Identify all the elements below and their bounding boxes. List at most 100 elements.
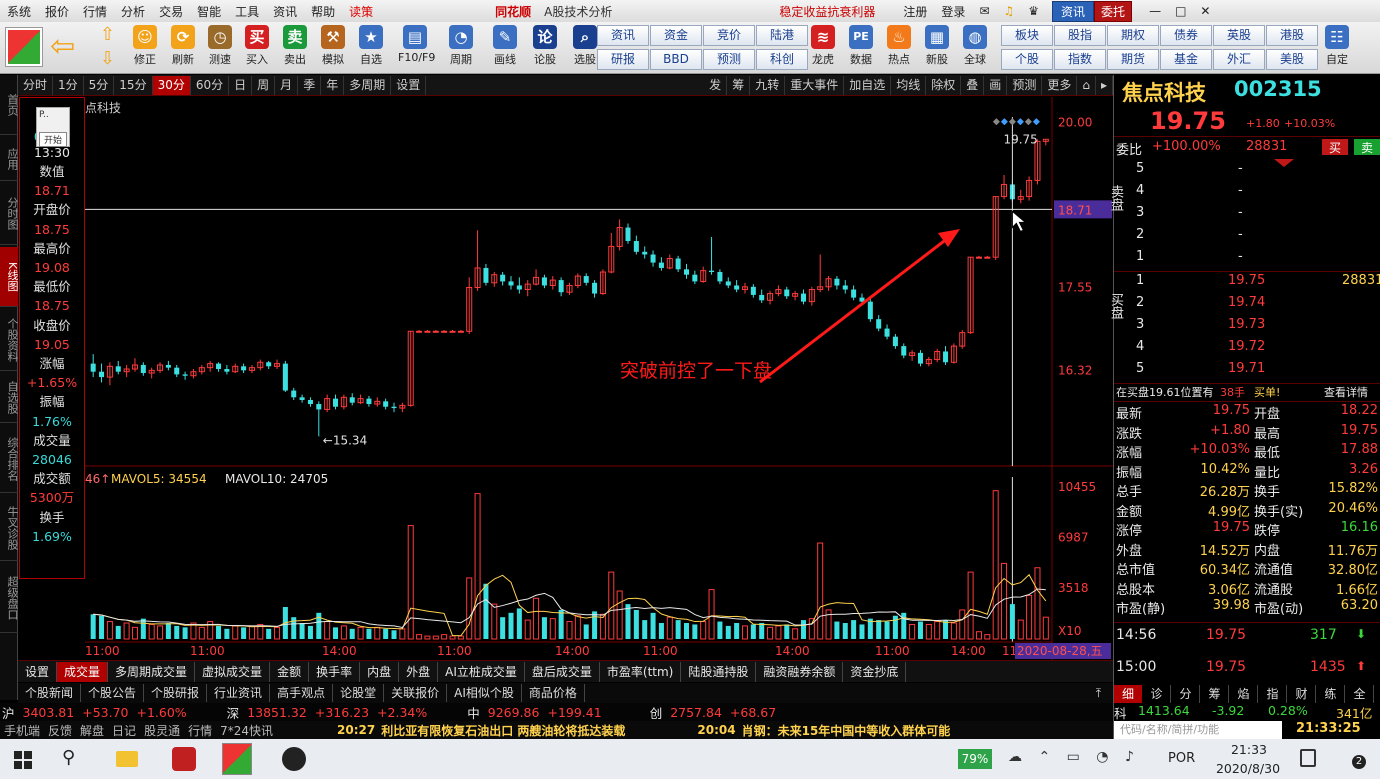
- register-link[interactable]: 注册: [903, 4, 928, 19]
- notification-icon[interactable]: [1300, 749, 1316, 767]
- collapse-arrow-icon[interactable]: ▸: [1096, 75, 1113, 95]
- menu-item-1[interactable]: 报价: [45, 4, 70, 19]
- news-tab-3[interactable]: 行业资讯: [207, 684, 271, 702]
- news-button[interactable]: 资讯: [1052, 0, 1095, 22]
- close-icon[interactable]: ✕: [1200, 4, 1211, 18]
- indicator-tab-3[interactable]: 虚拟成交量: [195, 661, 271, 682]
- toolbar-button-3[interactable]: 买买入: [240, 24, 274, 72]
- footer-link-0[interactable]: 手机端: [4, 723, 41, 738]
- chart-tool-tab-5[interactable]: 均线: [891, 75, 927, 95]
- index-name[interactable]: 中: [467, 705, 480, 721]
- indicator-tab-10[interactable]: 市盈率(ttm): [600, 661, 682, 682]
- detail-tab-3[interactable]: 筹: [1201, 685, 1229, 703]
- tonghuashun-app-icon[interactable]: [222, 743, 252, 775]
- chart-tool-tab-4[interactable]: 加自选: [844, 75, 892, 95]
- market-button-bottom-4[interactable]: 外汇: [1213, 49, 1265, 70]
- indicator-tab-1[interactable]: 成交量: [57, 661, 109, 682]
- left-nav-item-4[interactable]: 个股资料: [0, 309, 19, 371]
- chart-tool-tab-10[interactable]: 更多: [1042, 75, 1078, 95]
- news-tab-5[interactable]: 论股堂: [333, 684, 385, 702]
- chart-tool-tab-9[interactable]: 预测: [1007, 75, 1043, 95]
- quick-button-top-3[interactable]: 陆港: [756, 25, 808, 46]
- sell-button[interactable]: 卖: [1354, 139, 1380, 155]
- footer-link-6[interactable]: 7*24快讯: [220, 723, 273, 738]
- toolbar-button-1[interactable]: ⟳ 刷新: [166, 24, 200, 72]
- toolbar2-button-2[interactable]: ♨ 热点: [882, 24, 916, 72]
- period-tab-5[interactable]: 60分: [191, 75, 230, 95]
- quick-button-bottom-1[interactable]: BBD: [650, 49, 702, 70]
- menu-item-6[interactable]: 工具: [235, 4, 260, 19]
- toolbar-button-4[interactable]: 卖卖出: [278, 24, 312, 72]
- period-tab-1[interactable]: 1分: [53, 75, 84, 95]
- footer-link-2[interactable]: 解盘: [80, 723, 105, 738]
- footer-link-5[interactable]: 行情: [188, 723, 213, 738]
- news-tab-4[interactable]: 高手观点: [270, 684, 334, 702]
- search-icon[interactable]: ⚲: [62, 747, 76, 768]
- shirt-icon[interactable]: ♛: [1028, 4, 1040, 18]
- indicator-tab-0[interactable]: 设置: [18, 661, 58, 682]
- menu-item-8[interactable]: 帮助: [311, 4, 336, 19]
- menu-item-4[interactable]: 交易: [159, 4, 184, 19]
- toolbar-button-7[interactable]: ▤ F10/F9: [398, 24, 435, 72]
- toolbar-button-2[interactable]: ◷ 测速: [203, 24, 237, 72]
- toolbar2-button-3[interactable]: ▦ 新股: [920, 24, 954, 72]
- period-tab-2[interactable]: 5分: [84, 75, 115, 95]
- quick-button-bottom-3[interactable]: 科创: [756, 49, 808, 70]
- chart-tool-tab-0[interactable]: 发: [704, 75, 728, 95]
- indicator-tab-4[interactable]: 金额: [270, 661, 310, 682]
- market-button-top-5[interactable]: 港股: [1266, 25, 1318, 46]
- chart-tool-tab-2[interactable]: 九转: [750, 75, 786, 95]
- obs-app-icon[interactable]: [282, 747, 306, 771]
- period-tab-10[interactable]: 年: [321, 75, 345, 95]
- indicator-tab-6[interactable]: 内盘: [360, 661, 400, 682]
- detail-tab-0[interactable]: 细: [1114, 685, 1142, 703]
- windows-start-icon[interactable]: [14, 751, 32, 769]
- toolbar-button-0[interactable]: ☺ 修正: [128, 24, 162, 72]
- toolbar2-button-0[interactable]: ≋ 龙虎: [806, 24, 840, 72]
- back-arrow-icon[interactable]: ⇦: [50, 29, 76, 64]
- footer-link-1[interactable]: 反馈: [48, 723, 73, 738]
- index-name[interactable]: 创: [649, 705, 663, 721]
- detail-tab-1[interactable]: 诊: [1143, 685, 1171, 703]
- menu-item-3[interactable]: 分析: [121, 4, 146, 19]
- chart-tool-tab-1[interactable]: 筹: [727, 75, 751, 95]
- chart-tool-tab-3[interactable]: 重大事件: [785, 75, 845, 95]
- market-button-top-2[interactable]: 期权: [1107, 25, 1159, 46]
- left-nav-item-3[interactable]: K线图: [0, 247, 19, 307]
- menu-item-2[interactable]: 行情: [83, 4, 108, 19]
- up-arrow-icon[interactable]: ⇧: [100, 24, 116, 45]
- buy-button[interactable]: 买: [1322, 139, 1348, 155]
- lock-icon[interactable]: ⌂: [1077, 75, 1096, 95]
- floating-widget[interactable]: P.. 开始: [36, 107, 70, 147]
- period-tab-12[interactable]: 设置: [391, 75, 427, 95]
- mail-icon[interactable]: ✉: [979, 4, 990, 18]
- minimize-icon[interactable]: —: [1149, 4, 1162, 18]
- left-nav-item-6[interactable]: 综合排名: [0, 425, 19, 493]
- toolbar-button-5[interactable]: ⚒ 模拟: [316, 24, 350, 72]
- detail-tab-2[interactable]: 分: [1172, 685, 1200, 703]
- toolbar2-button-1[interactable]: PE 数据: [844, 24, 878, 72]
- toolbar-button-6[interactable]: ★ 自选: [354, 24, 388, 72]
- indicator-tab-9[interactable]: 盘后成交量: [525, 661, 600, 682]
- left-nav-item-0[interactable]: 首页: [0, 75, 19, 135]
- detail-tab-8[interactable]: 全: [1346, 685, 1374, 703]
- menu-item-9[interactable]: 读策: [349, 4, 374, 19]
- period-tab-9[interactable]: 季: [298, 75, 322, 95]
- indicator-tab-13[interactable]: 资金抄底: [843, 661, 907, 682]
- period-tab-11[interactable]: 多周期: [344, 75, 392, 95]
- maximize-icon[interactable]: □: [1175, 4, 1187, 18]
- market-button-bottom-5[interactable]: 美股: [1266, 49, 1318, 70]
- period-tab-7[interactable]: 周: [252, 75, 276, 95]
- left-nav-item-2[interactable]: 分时图: [0, 183, 19, 245]
- toolbar-button-9[interactable]: ✎ 画线: [488, 24, 522, 72]
- quick-button-bottom-0[interactable]: 研报: [597, 49, 649, 70]
- floating-start-button[interactable]: 开始: [39, 132, 67, 147]
- taskbar-time[interactable]: 21:33: [1230, 742, 1268, 757]
- toolbar-button-10[interactable]: 论论股: [528, 24, 562, 72]
- market-button-bottom-2[interactable]: 期货: [1107, 49, 1159, 70]
- indicator-tab-5[interactable]: 换手率: [309, 661, 361, 682]
- detail-tab-7[interactable]: 练: [1317, 685, 1345, 703]
- market-button-top-0[interactable]: 板块: [1001, 25, 1053, 46]
- news-tab-1[interactable]: 个股公告: [81, 684, 145, 702]
- indicator-tab-11[interactable]: 陆股通持股: [681, 661, 757, 682]
